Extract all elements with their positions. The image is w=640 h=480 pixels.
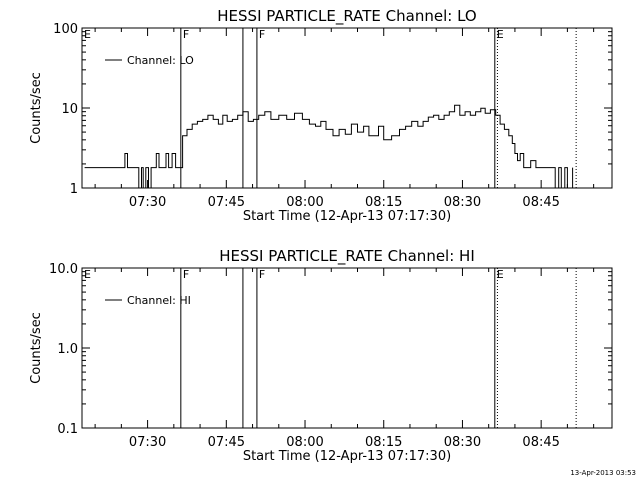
y-tick-label: 0.1 <box>57 422 78 437</box>
y-tick-label: 1 <box>70 182 78 197</box>
y-axis-label: Counts/sec <box>29 312 44 384</box>
x-tick-label: 08:30 <box>444 195 481 210</box>
y-tick-label: 10 <box>61 102 78 117</box>
lo-channel-chart: HESSI PARTICLE_RATE Channel: LO 07:30 07:4… <box>29 7 613 224</box>
event-marker-flag: F <box>259 28 265 41</box>
x-tick-label: 08:15 <box>365 195 402 210</box>
y-axis-label: Counts/sec <box>29 72 44 144</box>
event-marker-flag: E <box>497 28 504 41</box>
x-axis-label: Start Time (12-Apr-13 07:17:30) <box>243 209 451 224</box>
y-tick-label: 10.0 <box>49 262 78 277</box>
x-tick-label: 07:30 <box>129 435 166 450</box>
x-axis-label: Start Time (12-Apr-13 07:17:30) <box>243 449 451 464</box>
x-tick-label: 07:30 <box>129 195 166 210</box>
event-marker-flag: E <box>497 268 504 281</box>
event-marker-flag: F <box>183 268 189 281</box>
x-tick-label: 08:00 <box>286 435 323 450</box>
chart-title: HESSI PARTICLE_RATE Channel: LO <box>217 7 476 26</box>
hi-channel-chart: HESSI PARTICLE_RATE Channel: HI 07:30 07:4… <box>29 247 613 464</box>
series-line <box>84 104 574 188</box>
x-tick-label: 08:45 <box>522 195 559 210</box>
chart-title: HESSI PARTICLE_RATE Channel: HI <box>219 247 475 266</box>
x-tick-label: 08:30 <box>444 435 481 450</box>
generation-timestamp: 13-Apr-2013 03:53 <box>570 469 636 477</box>
y-tick-label: 1.0 <box>57 342 78 357</box>
event-marker-flag: E <box>84 28 91 41</box>
x-tick-label: 08:00 <box>286 195 323 210</box>
legend: Channel: HI <box>105 294 191 307</box>
y-tick-label: 100 <box>53 22 78 37</box>
event-marker-flag: F <box>259 268 265 281</box>
x-tick-label: 07:45 <box>208 435 245 450</box>
legend-entry: Channel: HI <box>127 294 191 307</box>
event-marker-flag: F <box>183 28 189 41</box>
x-tick-label: 08:45 <box>522 435 559 450</box>
x-tick-label: 08:15 <box>365 435 402 450</box>
legend: Channel: LO <box>105 54 194 67</box>
legend-entry: Channel: LO <box>127 54 194 67</box>
event-marker-flag: E <box>84 268 91 281</box>
x-tick-label: 07:45 <box>208 195 245 210</box>
